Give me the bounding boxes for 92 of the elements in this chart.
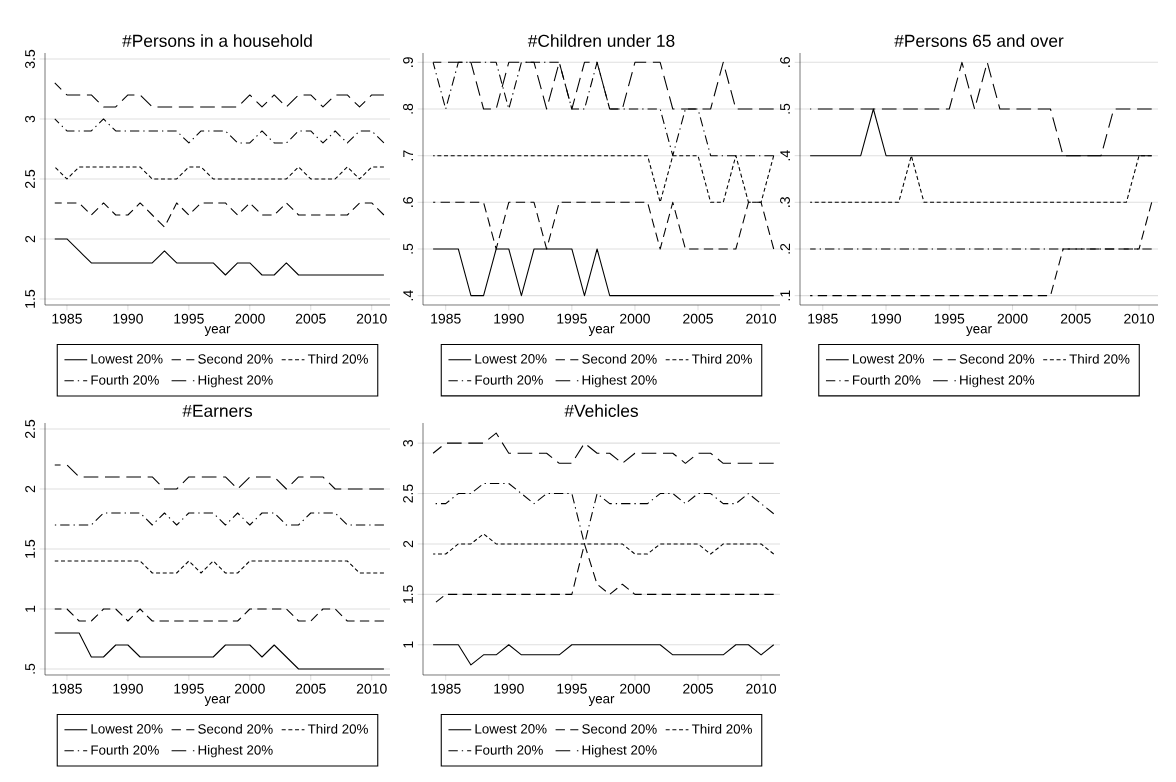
- legend-label: Second 20%: [198, 723, 273, 734]
- legend-label: Highest 20%: [198, 374, 273, 388]
- legend-label: Third 20%: [307, 353, 368, 364]
- y-tick-label: .7: [403, 150, 413, 161]
- x-axis-title: year: [588, 326, 615, 337]
- legend-label: Fourth 20%: [853, 374, 921, 385]
- x-tick-label: 2005: [295, 683, 326, 694]
- x-tick-label: 2010: [356, 313, 387, 324]
- chart-title: #Earners: [182, 404, 253, 417]
- y-tick-label: 2.5: [403, 484, 413, 503]
- y-tick-label: 1.5: [403, 585, 413, 604]
- x-axis-title: year: [204, 326, 231, 337]
- y-tick-label: 1: [403, 641, 413, 648]
- y-tick-label: .5: [25, 663, 35, 674]
- x-tick-label: 2010: [746, 313, 777, 324]
- y-tick-label: .1: [780, 290, 790, 301]
- x-tick-label: 1995: [174, 683, 204, 694]
- legend-label: Lowest 20%: [91, 724, 163, 734]
- legend-label: Highest 20%: [582, 374, 657, 388]
- x-tick-label: 1985: [431, 683, 461, 694]
- y-tick-label: .4: [780, 150, 790, 161]
- x-tick-label: 1995: [934, 313, 965, 324]
- chart-title: #Persons in a household: [122, 34, 312, 47]
- legend-label: Third 20%: [307, 723, 368, 734]
- legend-label: Lowest 20%: [853, 354, 925, 364]
- legend-label: Lowest 20%: [91, 354, 163, 364]
- legend-label: Highest 20%: [198, 744, 273, 758]
- y-tick-label: .4: [403, 290, 413, 301]
- legend-label: Fourth 20%: [475, 374, 543, 385]
- x-tick-label: 2000: [234, 683, 265, 694]
- x-tick-label: 2000: [997, 313, 1028, 324]
- y-tick-label: 2.5: [25, 419, 35, 439]
- y-tick-label: 2: [25, 235, 35, 243]
- legend-label: Lowest 20%: [475, 724, 547, 734]
- x-tick-label: 2010: [356, 683, 387, 694]
- x-tick-label: 2010: [1124, 313, 1155, 324]
- y-tick-label: 3: [25, 115, 35, 123]
- legend-label: Highest 20%: [582, 744, 657, 758]
- x-tick-label: 2000: [620, 313, 650, 324]
- x-tick-label: 1990: [871, 313, 902, 324]
- chart-title: #Persons 65 and over: [894, 34, 1064, 47]
- x-tick-label: 1985: [431, 313, 461, 324]
- y-tick-label: 3.5: [25, 49, 35, 69]
- y-tick-label: .9: [403, 57, 413, 67]
- y-tick-label: .6: [403, 197, 413, 207]
- x-tick-label: 1990: [494, 313, 524, 324]
- y-tick-label: .2: [780, 243, 790, 254]
- x-tick-label: 2005: [1060, 313, 1091, 324]
- legend-label: Lowest 20%: [475, 354, 547, 364]
- legend-label: Second 20%: [959, 353, 1035, 364]
- y-tick-label: 1.5: [25, 539, 35, 558]
- x-axis-title: year: [204, 696, 231, 707]
- y-tick-label: 1: [25, 605, 35, 612]
- legend-label: Third 20%: [691, 723, 752, 734]
- y-tick-label: 2: [403, 540, 413, 548]
- x-tick-label: 2000: [234, 313, 265, 324]
- y-tick-label: 2: [25, 485, 35, 493]
- y-tick-label: 3: [403, 439, 413, 447]
- legend-label: Fourth 20%: [475, 744, 543, 755]
- legend-label: Third 20%: [691, 353, 752, 364]
- legend-label: Second 20%: [582, 353, 657, 364]
- x-tick-label: 2000: [620, 683, 650, 694]
- x-tick-label: 1990: [494, 683, 524, 694]
- legend-label: Fourth 20%: [91, 744, 159, 755]
- x-tick-label: 1985: [808, 313, 838, 324]
- x-tick-label: 2005: [683, 683, 713, 694]
- y-tick-label: .5: [403, 243, 413, 254]
- x-axis-title: year: [966, 326, 992, 337]
- legend-label: Fourth 20%: [91, 374, 159, 385]
- x-tick-label: 2010: [746, 683, 777, 694]
- x-tick-label: 1985: [52, 313, 82, 324]
- legend-label: Second 20%: [198, 353, 273, 364]
- x-tick-label: 1985: [52, 683, 82, 694]
- x-tick-label: 1995: [557, 683, 587, 694]
- x-tick-label: 1995: [557, 313, 587, 324]
- x-tick-label: 1990: [113, 683, 143, 694]
- x-tick-label: 2005: [295, 313, 326, 324]
- y-tick-label: 1.5: [25, 289, 35, 308]
- legend-label: Highest 20%: [960, 374, 1035, 388]
- x-tick-label: 1995: [174, 313, 204, 324]
- legend-label: Third 20%: [1069, 353, 1130, 364]
- x-tick-label: 1990: [113, 313, 143, 324]
- legend-label: Second 20%: [582, 723, 657, 734]
- chart-title: #Children under 18: [527, 34, 675, 47]
- y-tick-label: .8: [403, 103, 413, 114]
- chart-title: #Vehicles: [564, 404, 638, 417]
- y-tick-label: .5: [780, 103, 790, 114]
- x-tick-label: 2005: [683, 313, 713, 324]
- x-axis-title: year: [588, 696, 615, 707]
- y-tick-label: .6: [780, 57, 790, 67]
- y-tick-label: 2.5: [25, 169, 35, 189]
- y-tick-label: .3: [780, 197, 790, 207]
